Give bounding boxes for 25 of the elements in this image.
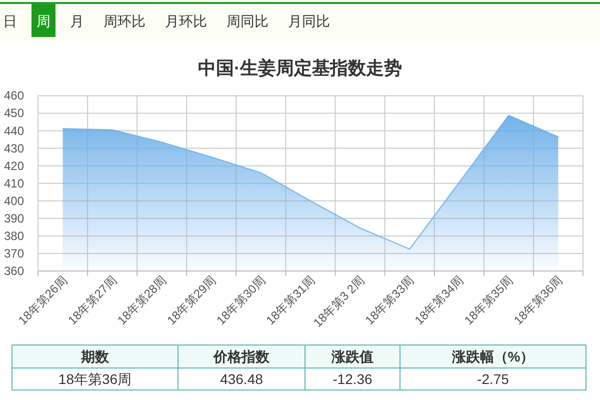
category-label: 月 — [70, 13, 84, 29]
y-tick-label: 400 — [4, 194, 24, 208]
category-label: 周环比 — [104, 13, 146, 29]
category-label: 期数 — [80, 348, 110, 364]
y-tick-label: 440 — [4, 124, 24, 138]
y-tick-label: 380 — [4, 228, 24, 243]
category-label: 月环比 — [165, 13, 207, 29]
y-tick-label: 370 — [4, 246, 24, 260]
y-tick-label: 420 — [4, 158, 24, 173]
category-label: 涨跌值 — [330, 348, 374, 364]
title: 中国·生姜周定基指数走势 — [198, 58, 402, 78]
y-tick-label: 390 — [4, 211, 24, 226]
table-cell: 18年第36周 — [12, 368, 178, 390]
category-label: 周 — [36, 13, 50, 29]
table-cell: -2.75 — [400, 368, 586, 390]
y-tick-label: 450 — [4, 106, 24, 120]
y-tick-label: 460 — [4, 88, 24, 103]
category-label: 周同比 — [226, 13, 268, 29]
y-tick-label: 430 — [4, 141, 24, 156]
category-label: 月同比 — [288, 13, 330, 29]
y-tick-label: 360 — [4, 264, 24, 278]
category-label: 价格指数 — [212, 348, 270, 364]
category-label: 日 — [3, 13, 17, 29]
category-label: 涨跌幅（%） — [450, 348, 534, 364]
y-tick-label: 410 — [4, 176, 24, 190]
